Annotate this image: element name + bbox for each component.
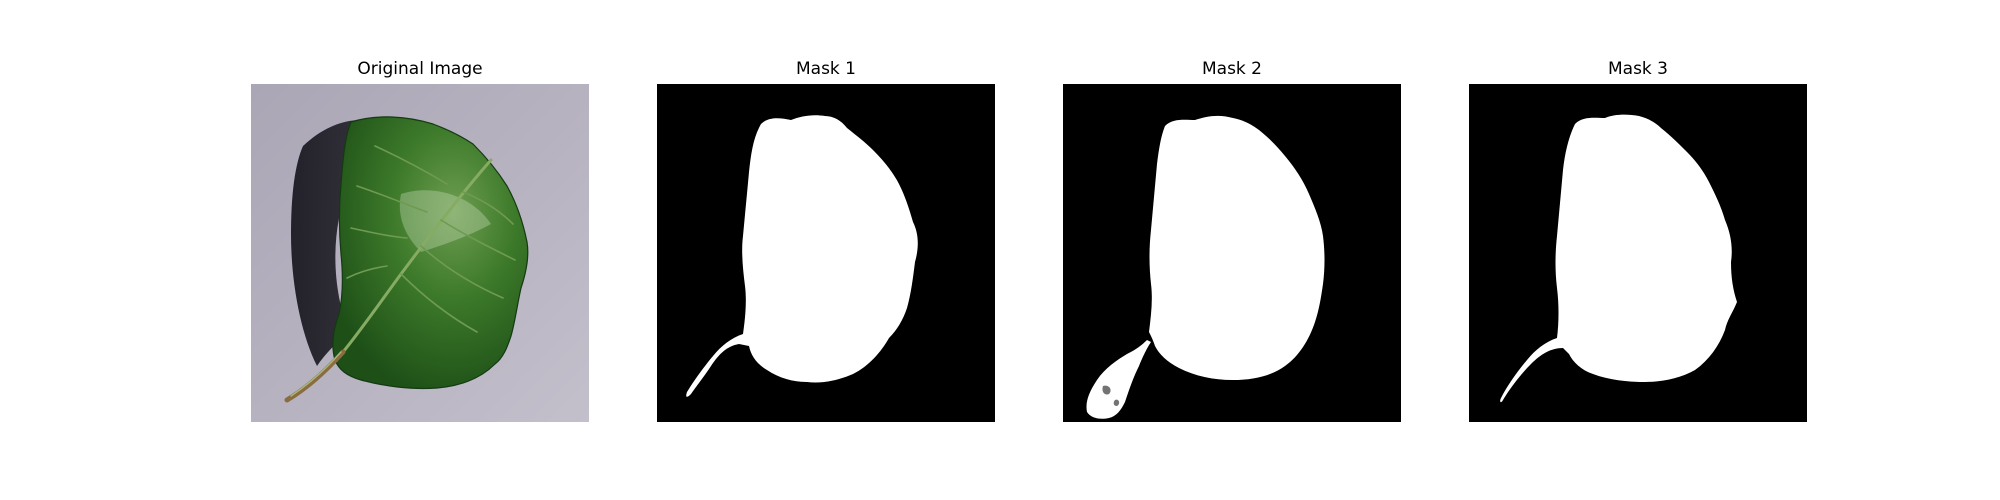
leaf-stem xyxy=(284,349,346,403)
original-image-title: Original Image xyxy=(357,59,483,79)
mask-3-title: Mask 3 xyxy=(1607,59,1668,79)
leaf-shadow xyxy=(291,119,399,366)
mask-2-stem-blob xyxy=(1086,340,1151,419)
mask-2-foreground xyxy=(1149,115,1325,381)
mask-3-panel: Mask 3 xyxy=(1469,58,1807,422)
leaf-midrib xyxy=(341,158,493,354)
mask-1-foreground xyxy=(686,115,918,397)
leaf-stem-highlight xyxy=(290,351,342,397)
mask-3-image xyxy=(1469,84,1807,422)
mask-2-image xyxy=(1063,84,1401,422)
mask-1-title: Mask 1 xyxy=(795,59,856,79)
leaf-blade xyxy=(332,116,529,390)
mask-2-title: Mask 2 xyxy=(1201,59,1262,79)
leaf-highlight xyxy=(399,190,491,252)
mask-3-canvas xyxy=(1469,84,1807,422)
leaf-photo xyxy=(251,84,589,422)
leaf-veins xyxy=(346,145,516,333)
mask-1-canvas xyxy=(657,84,995,422)
mask-1-image xyxy=(657,84,995,422)
original-image xyxy=(251,84,589,422)
original-image-panel: Original Image xyxy=(251,58,589,422)
mask-3-foreground xyxy=(1500,114,1737,403)
mask-2-panel: Mask 2 xyxy=(1063,58,1401,422)
mask-2-stem-speckle xyxy=(1102,385,1120,406)
mask-1-panel: Mask 1 xyxy=(657,58,995,422)
mask-2-canvas xyxy=(1063,84,1401,422)
